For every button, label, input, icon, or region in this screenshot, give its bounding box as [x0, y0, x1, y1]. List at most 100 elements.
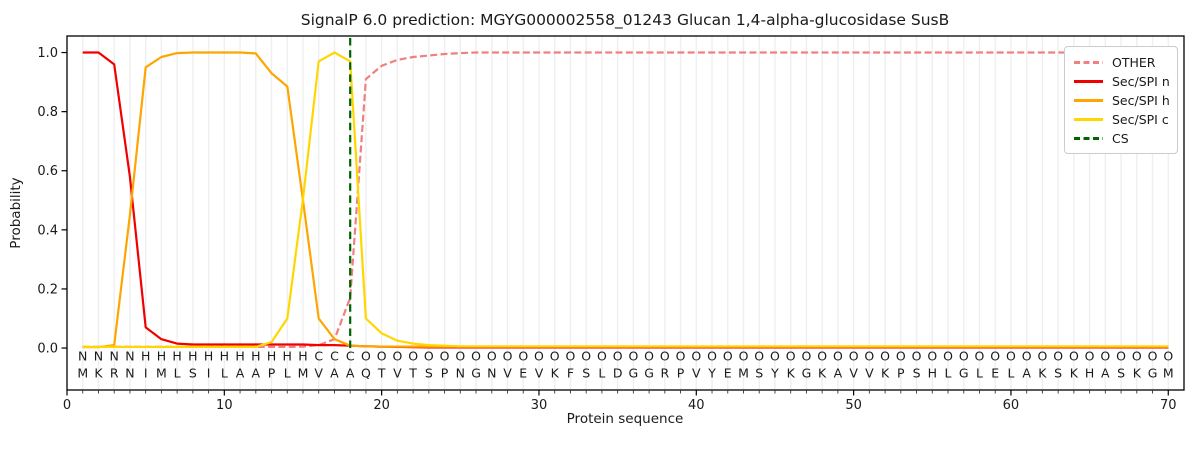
cs-line-sample: [1074, 137, 1103, 140]
residue-class-label: O: [613, 349, 623, 364]
residue-class-label: O: [1053, 349, 1063, 364]
residue-class-label: O: [377, 349, 387, 364]
sequence-letter: S: [755, 366, 763, 381]
sequence-letter: S: [1117, 366, 1125, 381]
residue-class-label: H: [220, 349, 229, 364]
x-tick-label: 40: [688, 398, 705, 413]
residue-class-label: O: [975, 349, 985, 364]
sequence-letter: L: [174, 366, 181, 381]
axes: 0 10 20 30 40 50 60 70 0.0 0.2 0.4 0.6 0.8 1.0: [37, 35, 1185, 413]
residue-class-label: O: [518, 349, 528, 364]
residue-class-label: C: [314, 349, 323, 364]
sequence-letter: N: [125, 366, 134, 381]
sequence-letter: G: [802, 366, 812, 381]
sequence-letter: G: [959, 366, 969, 381]
sequence-letter: P: [897, 366, 905, 381]
residue-class-label: O: [1163, 349, 1173, 364]
sequence-letter: V: [692, 366, 701, 381]
sequence-letter: G: [471, 366, 481, 381]
residue-class-label: O: [440, 349, 450, 364]
residue-class-label: O: [581, 349, 591, 364]
sequence-letter: A: [346, 366, 355, 381]
residue-class-label: H: [267, 349, 276, 364]
sequence-letter: P: [268, 366, 276, 381]
legend-label: OTHER: [1112, 55, 1156, 70]
sequence-letter: Q: [361, 366, 371, 381]
residue-class-label: O: [471, 349, 481, 364]
y-tick-label: 0.0: [37, 342, 58, 357]
residue-class-label: O: [1022, 349, 1032, 364]
residue-class-label: O: [707, 349, 717, 364]
residue-class-label: O: [723, 349, 733, 364]
sequence-letter: K: [94, 366, 103, 381]
sequence-letter: E: [519, 366, 527, 381]
residue-class-label: O: [550, 349, 560, 364]
sequence-letter: K: [1038, 366, 1047, 381]
residue-class-label: O: [1148, 349, 1158, 364]
legend-item-cs: CS: [1074, 131, 1168, 146]
legend-item-sec-spi-h: Sec/SPI h: [1074, 93, 1170, 108]
sequence-letter: P: [441, 366, 449, 381]
residue-class-label: N: [110, 349, 119, 364]
residue-class-label: O: [770, 349, 780, 364]
sequence-letter: L: [976, 366, 983, 381]
sequence-letter: V: [314, 366, 323, 381]
sequence-letter: D: [613, 366, 623, 381]
residue-class-label: O: [1116, 349, 1126, 364]
sequence-letter: M: [298, 366, 309, 381]
residue-class-label: N: [78, 349, 87, 364]
residue-class-label: O: [676, 349, 686, 364]
legend-label: Sec/SPI h: [1112, 93, 1170, 108]
residue-class-label: O: [927, 349, 937, 364]
sequence-letter: M: [156, 366, 167, 381]
residue-class-label: O: [849, 349, 859, 364]
residue-class-label: H: [172, 349, 181, 364]
residue-class-label: O: [802, 349, 812, 364]
sequence-letter: K: [787, 366, 796, 381]
sequence-letter: F: [567, 366, 574, 381]
sequence-letter: S: [425, 366, 433, 381]
residue-class-label: O: [660, 349, 670, 364]
y-tick-label: 0.2: [37, 282, 58, 297]
sequence-letter: A: [252, 366, 261, 381]
y-tick-label: 0.8: [37, 105, 58, 120]
sequence-letter: L: [598, 366, 605, 381]
sequence-letter: K: [551, 366, 560, 381]
x-tick-label: 0: [63, 398, 71, 413]
residue-class-label: O: [392, 349, 402, 364]
y-tick-label: 0.4: [37, 223, 58, 238]
legend: OTHER Sec/SPI n Sec/SPI h Sec/SPI c CS: [1064, 46, 1178, 154]
legend-item-sec-spi-n: Sec/SPI n: [1074, 74, 1170, 89]
sequence-letter: I: [207, 366, 211, 381]
sequence-letter: L: [284, 366, 291, 381]
probability-curves: [82, 36, 1169, 349]
x-tick-label: 50: [845, 398, 862, 413]
residue-class-label: O: [833, 349, 843, 364]
sequence-letter: L: [945, 366, 952, 381]
x-tick-label: 10: [216, 398, 233, 413]
residue-class-label: O: [361, 349, 371, 364]
sequence-letter: G: [629, 366, 639, 381]
sequence-letter: N: [487, 366, 496, 381]
chart-title: SignalP 6.0 prediction: MGYG000002558_01…: [301, 11, 950, 30]
sequence-letter: S: [189, 366, 197, 381]
sequence-letter: S: [913, 366, 921, 381]
sequence-letter: G: [1148, 366, 1158, 381]
residue-class-label: N: [125, 349, 134, 364]
residue-class-label: O: [739, 349, 749, 364]
sequence-letter: I: [144, 366, 148, 381]
residue-class-label: O: [534, 349, 544, 364]
residue-class-label: H: [283, 349, 292, 364]
residue-class-label: O: [959, 349, 969, 364]
x-tick-label: 70: [1160, 398, 1177, 413]
sequence-letter: A: [236, 366, 245, 381]
residue-class-label: O: [487, 349, 497, 364]
residue-class-label: O: [817, 349, 827, 364]
residue-class-label: O: [503, 349, 513, 364]
curve-other: [82, 51, 1169, 348]
sequence-letter: A: [330, 366, 339, 381]
